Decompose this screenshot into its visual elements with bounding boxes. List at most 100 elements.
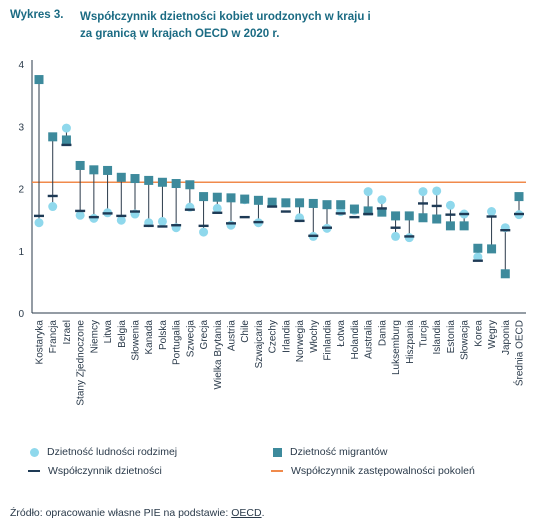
native-fertility-point [487,207,497,217]
native-fertility-point [226,220,236,230]
migrant-fertility-point [75,160,85,170]
migrant-fertility-point [336,200,346,210]
migrant-fertility-point [459,221,469,231]
x-tick-label: Izrael [62,320,73,344]
total-fertility-marker [157,225,168,228]
source-link[interactable]: OECD [231,507,262,519]
total-fertility-marker [61,143,72,147]
legend-replacement-label: Współczynnik zastępowalności pokoleń [291,465,475,477]
total-fertility-marker [130,210,140,213]
total-fertility-marker [184,208,195,211]
migrant-fertility-point [473,243,483,253]
legend-square-icon [273,447,282,457]
x-tick-label: Portugalia [172,320,183,365]
migrant-fertility-point [308,198,318,208]
total-fertility-marker [322,226,332,229]
x-tick-label: Litwa [103,320,114,344]
x-tick-label: Dania [377,320,388,347]
total-fertility-marker [363,212,374,216]
total-fertility-marker [239,215,250,219]
migrant-fertility-point [391,211,401,221]
legend-dash-icon [28,469,40,473]
x-tick-label: Francja [48,320,59,354]
total-fertility-marker [349,215,360,219]
fertility-chart: 0 1 2 3 4 Kostaryka Francja Izrael Stany Zjednoc… [18,60,526,406]
native-fertility-point [61,123,71,133]
legend-native-label: Dzietność ludności rodzimej [47,446,178,458]
x-tick-label: Islandia [432,320,443,355]
total-fertility-marker [47,194,58,198]
x-tick-label: Kanada [144,320,155,355]
total-fertility-marker [171,224,182,227]
migrant-fertility-point [253,195,263,205]
total-fertility-marker [226,222,236,225]
x-tick-label: Holandia [350,320,361,360]
total-fertility-marker [390,226,401,229]
native-fertility-point [404,233,414,243]
total-fertility-marker [75,209,86,213]
migrant-fertility-point [377,207,387,217]
native-fertility-point [391,231,401,241]
migrant-fertility-point [514,192,524,202]
migrant-fertility-point [130,174,140,184]
migrant-fertility-point [89,165,99,175]
total-fertility-marker [212,211,223,214]
legend-circle-icon [30,447,39,457]
migrant-fertility-point [295,198,305,208]
x-tick-label: Kostaryka [35,320,46,365]
legend-migrants: Dzietność migrantów [273,446,387,458]
x-tick-label: Słowenia [131,320,142,361]
y-tick-label: 3 [18,122,24,133]
total-fertility-marker [486,215,497,218]
migrant-fertility-point [199,192,209,202]
x-tick-label: Węgry [487,320,498,349]
native-fertility-point [473,252,483,262]
migrant-fertility-point [61,135,71,145]
migrant-fertility-point [34,75,44,85]
total-fertility-marker [116,214,127,218]
migrant-fertility-point [363,206,373,216]
migrant-fertility-point [418,213,428,223]
native-fertility-point [418,187,428,197]
x-tick-label: Hiszpania [405,320,416,364]
migrant-fertility-point [281,198,291,208]
x-tick-label: Luksemburg [391,320,402,375]
total-fertility-marker [34,214,44,218]
x-tick-label: Polska [158,320,169,350]
native-fertility-point [116,215,126,225]
x-tick-label: Średnia OECD [513,320,526,386]
migrant-fertility-point [322,200,332,210]
source-suffix: . [261,507,265,519]
y-tick-label: 4 [18,60,24,71]
migrant-fertility-point [116,172,126,182]
legend-replacement: Współczynnik zastępowalności pokoleń [271,465,475,477]
native-fertility-point [212,203,222,213]
x-tick-label: Finlandia [323,320,334,361]
migrant-fertility-point [157,177,167,187]
total-fertility-marker [500,229,511,232]
figure-title: Współczynnik dzietności kobiet urodzonyc… [80,11,371,40]
migrant-fertility-point [240,194,250,204]
migrant-fertility-point [487,244,497,254]
x-tick-label: Stany Zjednoczone [76,320,87,406]
x-tick-label: Estonia [446,320,457,354]
migrant-fertility-point [349,204,359,214]
native-fertility-point [199,227,209,237]
migrant-fertility-point [500,269,510,279]
x-tick-label: Irlandia [281,320,292,353]
y-tick-label: 1 [18,247,24,258]
x-tick-label: Norwegia [295,320,306,363]
x-tick-label: Belgia [117,320,128,348]
migrant-fertility-point [48,132,58,142]
total-fertility-marker [376,207,387,210]
migrant-fertility-point [404,211,414,221]
x-tick-label: Włochy [309,320,320,353]
native-fertility-point [445,200,455,210]
legend-migrants-label: Dzietność migrantów [290,446,388,458]
x-tick-label: Łotwa [336,320,347,347]
total-fertility-marker [308,234,319,238]
x-tick-label: Korea [473,320,484,347]
source-prefix: Źródło: opracowanie własne PIE na podsta… [10,507,232,519]
native-fertility-point [432,186,442,196]
x-tick-label: Chile [240,320,251,343]
